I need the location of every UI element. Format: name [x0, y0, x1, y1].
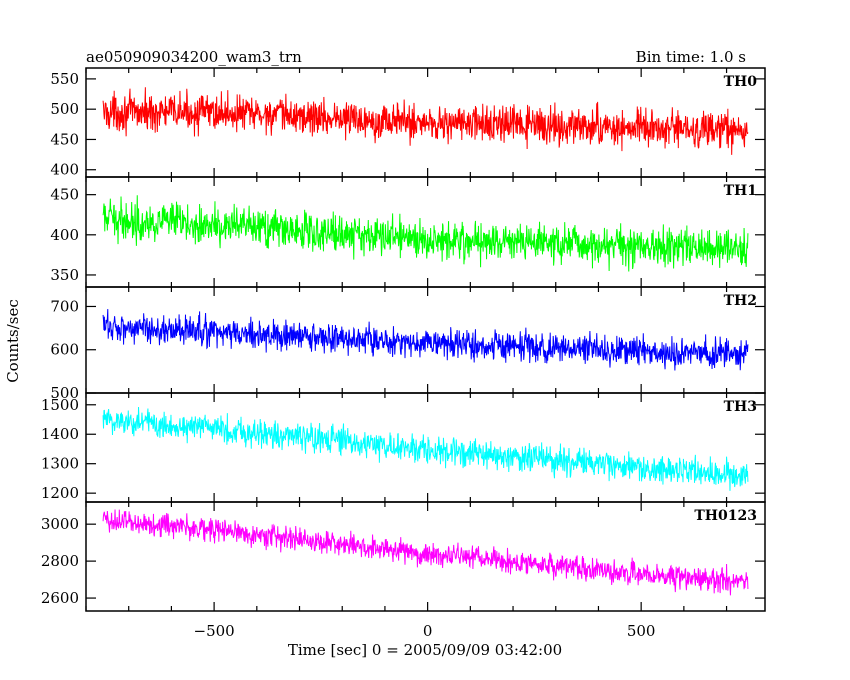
y-axis-label: Counts/sec [4, 299, 22, 383]
y-tick-label: 350 [50, 266, 79, 284]
bin-time-label: Bin time: 1.0 s [636, 48, 746, 66]
panel-label: TH1 [724, 183, 757, 199]
y-tick-label: 1400 [41, 425, 79, 443]
y-tick-label: 550 [50, 70, 79, 88]
panel-th1: 350 400 450 TH1 [50, 176, 766, 288]
x-tick-label: 0 [423, 622, 433, 640]
y-tick-label: 3000 [41, 515, 79, 533]
series-line-th3 [102, 406, 749, 491]
y-tick-label: 400 [50, 161, 79, 179]
x-tick-label: −500 [194, 622, 235, 640]
panel-th0123: 2600 2800 3000 TH0123 [41, 501, 766, 612]
panel-th2: 500 600 700 TH2 [50, 286, 766, 402]
y-tick-label: 2800 [41, 552, 79, 570]
plot-title: ae050909034200_wam3_trn [86, 48, 302, 66]
y-tick-label: 400 [50, 226, 79, 244]
panel-label: TH0 [724, 74, 758, 90]
y-tick-label: 2600 [41, 589, 79, 607]
y-tick-label: 1500 [41, 396, 79, 414]
panel-th3: 1200 1300 1400 1500 TH3 [41, 392, 766, 503]
y-tick-label: 1200 [41, 484, 79, 502]
series-line-th0 [102, 87, 749, 155]
x-axis-label: Time [sec] 0 = 2005/09/09 03:42:00 [288, 641, 562, 659]
series-line-th2 [102, 309, 749, 371]
y-tick-label: 600 [50, 341, 79, 359]
y-tick-label: 450 [50, 186, 79, 204]
y-tick-label: 500 [50, 100, 79, 118]
series-line-th1 [102, 195, 749, 272]
panel-frame [85, 501, 766, 612]
panels-group: 400 450 500 550 TH0 350 400 450 TH1 500 600 700 TH2 1… [41, 67, 766, 640]
x-tick-label: 500 [627, 622, 656, 640]
y-tick-label: 500 [50, 384, 79, 402]
panel-label: TH3 [724, 399, 757, 415]
y-tick-label: 450 [50, 130, 79, 148]
panel-th0: 400 450 500 550 TH0 [50, 67, 766, 179]
series-line-th0123 [102, 509, 749, 596]
y-tick-label: 700 [50, 297, 79, 315]
panel-label: TH2 [724, 293, 757, 309]
y-tick-label: 1300 [41, 455, 79, 473]
panel-label: TH0123 [694, 508, 757, 524]
